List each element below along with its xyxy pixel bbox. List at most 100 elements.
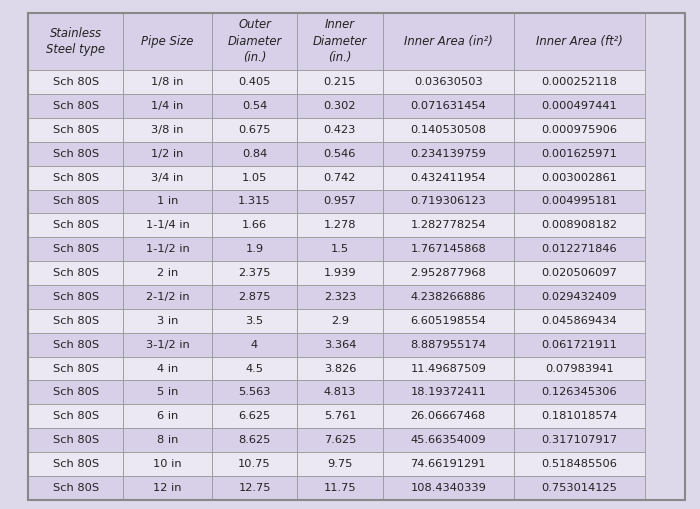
Text: 8 in: 8 in: [157, 435, 178, 445]
Bar: [212, 333, 298, 357]
Text: 0.001625971: 0.001625971: [542, 149, 617, 159]
Bar: [383, 309, 514, 333]
Bar: [28, 452, 123, 476]
Text: 2 in: 2 in: [157, 268, 178, 278]
Bar: [383, 333, 514, 357]
Bar: [298, 285, 383, 309]
Text: Sch 80S: Sch 80S: [52, 220, 99, 231]
Text: 6.605198554: 6.605198554: [410, 316, 486, 326]
Bar: [383, 357, 514, 381]
Bar: [514, 13, 645, 70]
Text: 1.315: 1.315: [238, 196, 271, 207]
Text: 5.563: 5.563: [238, 387, 271, 398]
Bar: [383, 70, 514, 94]
Bar: [298, 94, 383, 118]
Text: 1 in: 1 in: [157, 196, 178, 207]
Text: 11.75: 11.75: [323, 483, 356, 493]
Bar: [28, 357, 123, 381]
Bar: [123, 94, 212, 118]
Bar: [514, 237, 645, 261]
Text: Outer
Diameter
(in.): Outer Diameter (in.): [228, 18, 281, 65]
Bar: [123, 165, 212, 189]
Bar: [298, 428, 383, 452]
Bar: [28, 404, 123, 428]
Text: 45.66354009: 45.66354009: [410, 435, 486, 445]
Text: 0.029432409: 0.029432409: [542, 292, 617, 302]
Bar: [123, 237, 212, 261]
Bar: [28, 285, 123, 309]
Text: 1/8 in: 1/8 in: [151, 77, 184, 87]
Text: Sch 80S: Sch 80S: [52, 340, 99, 350]
Text: 0.004995181: 0.004995181: [542, 196, 617, 207]
Bar: [28, 142, 123, 165]
Bar: [514, 189, 645, 213]
Bar: [212, 476, 298, 500]
Text: 0.140530508: 0.140530508: [410, 125, 486, 135]
Bar: [123, 142, 212, 165]
Text: 0.84: 0.84: [242, 149, 267, 159]
Text: 1.66: 1.66: [242, 220, 267, 231]
Bar: [28, 118, 123, 142]
Text: Sch 80S: Sch 80S: [52, 268, 99, 278]
Bar: [298, 118, 383, 142]
Bar: [28, 165, 123, 189]
Text: 0.020506097: 0.020506097: [542, 268, 617, 278]
Bar: [212, 237, 298, 261]
Text: Sch 80S: Sch 80S: [52, 411, 99, 421]
Text: 1.5: 1.5: [331, 244, 349, 254]
Text: 2.952877968: 2.952877968: [410, 268, 486, 278]
Text: 2.875: 2.875: [238, 292, 271, 302]
Text: 18.19372411: 18.19372411: [410, 387, 486, 398]
Text: Sch 80S: Sch 80S: [52, 387, 99, 398]
Bar: [123, 13, 212, 70]
Text: 26.06667468: 26.06667468: [411, 411, 486, 421]
Bar: [383, 213, 514, 237]
Bar: [298, 309, 383, 333]
Bar: [28, 381, 123, 404]
Bar: [212, 70, 298, 94]
Text: 0.012271846: 0.012271846: [542, 244, 617, 254]
Text: 0.317107917: 0.317107917: [542, 435, 617, 445]
Text: 4.5: 4.5: [246, 363, 263, 374]
Bar: [123, 381, 212, 404]
Text: 74.66191291: 74.66191291: [410, 459, 486, 469]
Text: 2.375: 2.375: [238, 268, 271, 278]
Text: Sch 80S: Sch 80S: [52, 101, 99, 111]
Bar: [298, 165, 383, 189]
Text: 0.215: 0.215: [323, 77, 356, 87]
Bar: [298, 189, 383, 213]
Text: Sch 80S: Sch 80S: [52, 483, 99, 493]
Text: 0.742: 0.742: [323, 173, 356, 183]
Bar: [383, 189, 514, 213]
Bar: [28, 213, 123, 237]
Text: 0.000497441: 0.000497441: [542, 101, 617, 111]
Bar: [383, 476, 514, 500]
Bar: [298, 142, 383, 165]
Bar: [212, 357, 298, 381]
Bar: [514, 70, 645, 94]
Text: 1.282778254: 1.282778254: [410, 220, 486, 231]
Text: Sch 80S: Sch 80S: [52, 173, 99, 183]
Text: 1/4 in: 1/4 in: [151, 101, 183, 111]
Bar: [514, 333, 645, 357]
Bar: [514, 285, 645, 309]
Bar: [298, 404, 383, 428]
Bar: [298, 70, 383, 94]
Bar: [123, 285, 212, 309]
Text: 4: 4: [251, 340, 258, 350]
Text: Inner Area (ft²): Inner Area (ft²): [536, 35, 623, 48]
Text: 2-1/2 in: 2-1/2 in: [146, 292, 189, 302]
Bar: [212, 261, 298, 285]
Bar: [514, 142, 645, 165]
Text: 0.045869434: 0.045869434: [542, 316, 617, 326]
Text: 0.719306123: 0.719306123: [410, 196, 486, 207]
Bar: [383, 142, 514, 165]
Bar: [383, 404, 514, 428]
Text: 0.181018574: 0.181018574: [542, 411, 617, 421]
Bar: [123, 213, 212, 237]
Text: 3/8 in: 3/8 in: [151, 125, 184, 135]
Text: 4.238266886: 4.238266886: [410, 292, 486, 302]
Text: Sch 80S: Sch 80S: [52, 459, 99, 469]
Text: 4 in: 4 in: [157, 363, 178, 374]
Bar: [212, 13, 298, 70]
